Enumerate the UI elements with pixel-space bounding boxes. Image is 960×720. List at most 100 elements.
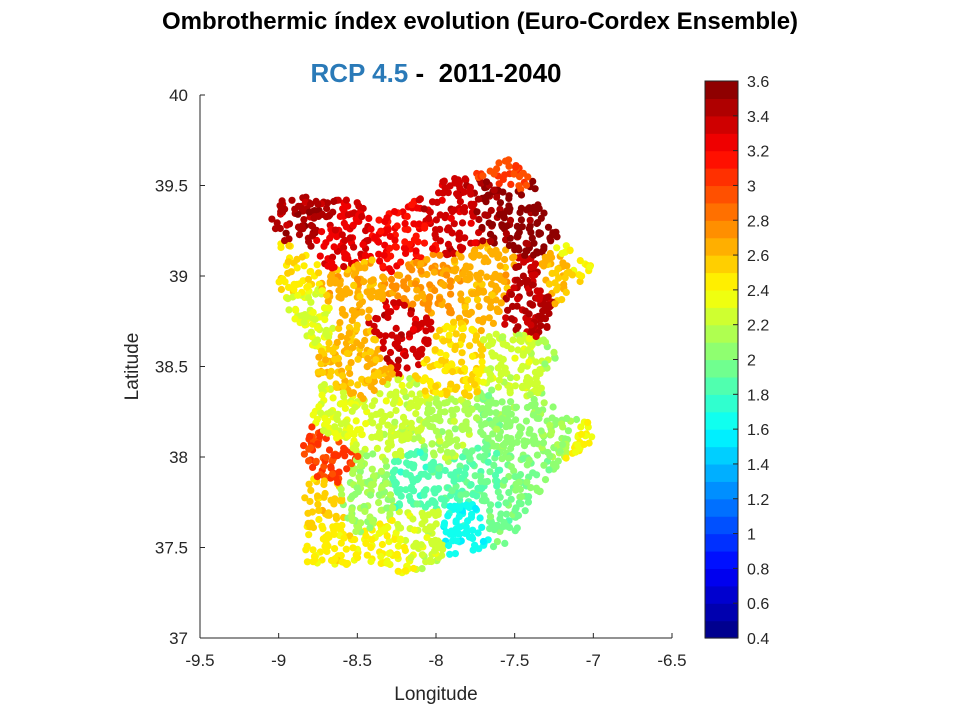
data-point — [333, 338, 341, 346]
data-point — [501, 539, 509, 548]
colorbar-segment — [705, 115, 738, 134]
data-point — [588, 433, 596, 441]
data-point — [298, 253, 306, 261]
data-point — [465, 409, 473, 418]
data-point — [451, 345, 459, 354]
chart-title: Ombrothermic índex evolution (Euro-Corde… — [161, 8, 799, 35]
data-point — [492, 330, 500, 338]
data-point — [462, 490, 470, 498]
data-point — [366, 491, 375, 499]
data-point — [489, 543, 498, 551]
data-point — [511, 354, 519, 362]
x-tick-label: -9 — [271, 651, 286, 670]
data-point — [559, 441, 567, 449]
data-point — [321, 421, 329, 429]
data-point — [435, 472, 443, 480]
data-point — [417, 260, 425, 268]
data-point — [364, 376, 373, 384]
data-point — [384, 523, 392, 532]
data-point — [489, 338, 497, 346]
data-point — [416, 347, 424, 355]
data-point — [315, 269, 323, 277]
data-point — [337, 287, 345, 295]
data-point — [372, 433, 380, 441]
data-point — [363, 551, 371, 559]
colorbar-segment — [705, 150, 738, 169]
data-point — [443, 322, 451, 330]
data-point — [323, 204, 331, 213]
data-point — [354, 381, 362, 389]
data-point — [502, 314, 510, 322]
data-point — [392, 284, 400, 293]
data-point — [306, 444, 315, 452]
data-point — [447, 214, 455, 222]
data-point — [285, 306, 293, 314]
data-point — [333, 413, 341, 422]
data-point — [400, 301, 408, 309]
data-point — [310, 552, 319, 561]
data-point — [517, 185, 525, 193]
data-point — [364, 354, 372, 363]
data-point — [384, 226, 392, 234]
data-point — [523, 461, 531, 469]
data-point — [468, 325, 476, 333]
data-point — [376, 257, 384, 265]
data-point — [566, 246, 574, 254]
data-point — [435, 464, 443, 472]
data-point — [373, 315, 381, 323]
data-point — [517, 424, 526, 432]
data-point — [330, 197, 338, 206]
data-point — [318, 522, 326, 530]
data-point — [421, 387, 429, 395]
data-point — [312, 457, 320, 465]
data-point — [390, 458, 399, 466]
data-point — [453, 383, 461, 391]
data-point — [462, 309, 470, 318]
data-point — [277, 285, 285, 294]
data-point — [512, 263, 520, 271]
data-point — [552, 269, 560, 277]
data-point — [387, 390, 395, 398]
data-point — [521, 507, 529, 515]
data-point — [510, 284, 518, 292]
data-point — [328, 253, 337, 261]
data-point — [449, 411, 457, 419]
data-point — [373, 328, 381, 336]
data-point — [384, 313, 392, 322]
data-point — [446, 282, 454, 290]
data-point — [442, 351, 450, 359]
data-point — [318, 210, 326, 218]
data-point — [447, 527, 456, 535]
data-point — [444, 512, 452, 520]
data-point — [508, 315, 516, 323]
data-point — [467, 376, 475, 384]
data-point — [467, 481, 475, 489]
data-point — [368, 256, 376, 264]
data-point — [473, 296, 482, 304]
data-point — [452, 330, 460, 338]
data-point — [412, 247, 420, 255]
data-point — [526, 376, 534, 384]
data-point — [489, 352, 497, 360]
data-point — [479, 431, 487, 439]
data-point — [490, 461, 498, 469]
data-point — [302, 546, 310, 554]
data-point — [324, 542, 332, 550]
data-point — [340, 244, 348, 252]
data-point — [549, 403, 557, 411]
data-point — [537, 322, 545, 330]
data-point — [488, 520, 496, 528]
data-point — [321, 316, 329, 324]
data-point — [370, 372, 378, 380]
colorbar-segment — [705, 307, 738, 326]
data-point — [305, 531, 313, 539]
data-point — [337, 400, 345, 408]
data-point — [375, 499, 383, 507]
data-point — [502, 522, 510, 530]
data-point — [544, 448, 552, 457]
data-point — [377, 292, 386, 300]
data-point — [398, 381, 406, 390]
data-point — [494, 488, 502, 496]
data-point — [479, 378, 487, 386]
